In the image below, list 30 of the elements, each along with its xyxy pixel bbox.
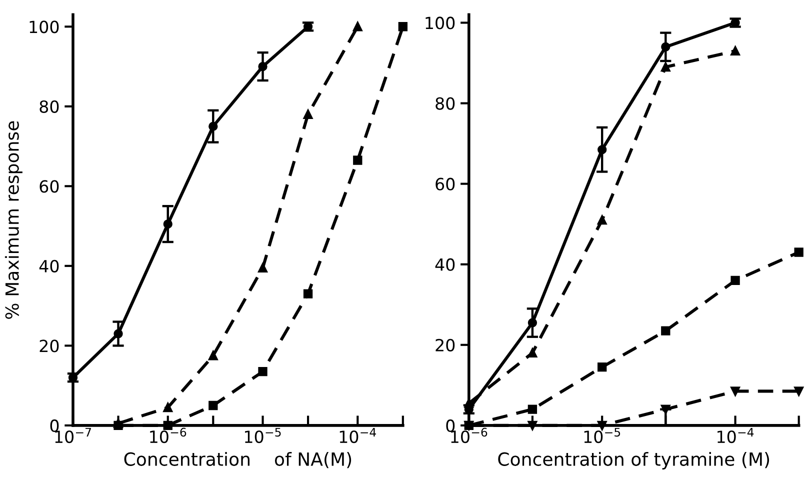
x-tick-label: 10$^{−4}$ [340, 428, 376, 444]
point [598, 420, 607, 430]
y-tick-label: 100 [30, 20, 59, 34]
point [598, 144, 607, 154]
y-tick-label: 60 [436, 178, 455, 190]
y-axis-title: % Maximum response [4, 121, 22, 319]
point [794, 248, 804, 257]
y-tick-label: 40 [435, 258, 455, 271]
point [598, 362, 607, 372]
x-axis-title: Concentration of NA(M) [124, 452, 352, 468]
point [661, 404, 670, 414]
point [661, 326, 670, 336]
y-tick-label: 0 [50, 419, 59, 432]
x-tick-label: 10$^{−6}$ [150, 428, 186, 444]
x-tick-label: 10$^{−5}$ [584, 428, 620, 444]
y-tick-label: 0 [446, 419, 455, 432]
y-tick-label: 20 [436, 338, 455, 352]
x-tick-label: 10$^{−5}$ [245, 428, 281, 444]
y-tick-label: 100 [426, 16, 455, 30]
point [661, 62, 670, 72]
y-tick-label: 60 [40, 180, 59, 193]
y-tick-label: 80 [436, 97, 455, 110]
point [661, 42, 670, 52]
point [598, 215, 607, 225]
y-tick-label: 80 [40, 100, 59, 113]
point [464, 420, 474, 430]
x-tick-label: 10$^{−4}$ [718, 428, 754, 444]
y-tick-label: 20 [40, 340, 59, 352]
y-tick-label: 40 [39, 260, 59, 272]
x-axis-title: Concentration of tyramine (M) [498, 452, 770, 470]
